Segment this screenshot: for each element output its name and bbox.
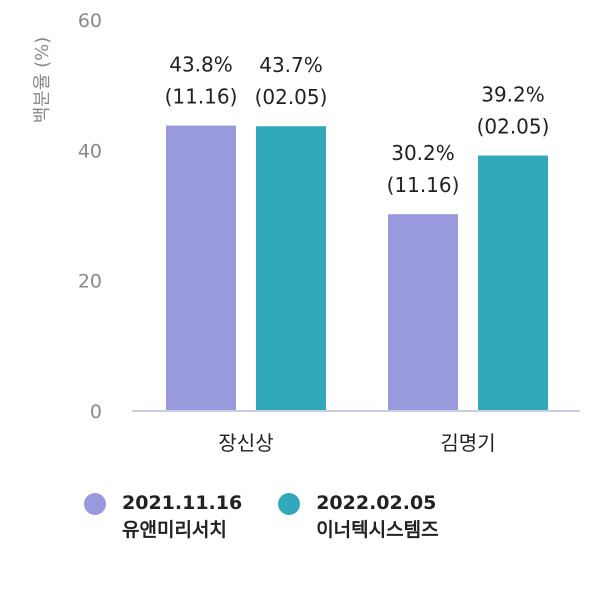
bar-2-1 xyxy=(256,126,326,411)
data-label-date: (02.05) xyxy=(477,115,550,139)
bar-2-2 xyxy=(478,155,548,411)
legend-item-series-1: 2021.11.16 유앤미리서치 xyxy=(84,490,242,544)
y-axis-ticks: 0 20 40 60 xyxy=(78,10,102,423)
data-label-date: (11.16) xyxy=(387,173,460,197)
data-labels: 43.8% (11.16) 43.7% (02.05) 30.2% (11.16) 39.2… xyxy=(165,53,550,198)
legend: 2021.11.16 유앤미리서치 2022.02.05 이너텍시스템즈 xyxy=(84,490,439,544)
legend-date-series-2: 2022.02.05 xyxy=(316,492,437,514)
y-tick-label: 0 xyxy=(90,401,102,423)
bar-chart: 0 20 40 60 백분율 (%) 43.8% (11.16) 43.7% (02.05)… xyxy=(32,10,580,455)
data-label-value: 43.7% xyxy=(259,53,323,77)
data-label-date: (11.16) xyxy=(165,85,238,109)
y-axis-label: 백분율 (%) xyxy=(32,37,53,124)
legend-swatch-series-2 xyxy=(278,493,301,515)
y-tick-label: 60 xyxy=(78,10,102,32)
legend-org-series-1: 유앤미리서치 xyxy=(122,519,227,541)
category-label: 장신상 xyxy=(218,431,273,455)
category-label: 김명기 xyxy=(440,431,495,455)
bar-1-1 xyxy=(166,125,236,411)
category-labels: 장신상 김명기 xyxy=(218,431,495,455)
data-label-date: (02.05) xyxy=(255,85,328,109)
data-label-value: 43.8% xyxy=(169,53,233,77)
data-label-value: 30.2% xyxy=(391,141,455,165)
data-label-value: 39.2% xyxy=(481,83,545,107)
y-tick-label: 20 xyxy=(78,271,102,293)
y-tick-label: 40 xyxy=(78,140,102,162)
bar-1-2 xyxy=(388,214,458,411)
legend-org-series-2: 이너텍시스템즈 xyxy=(316,519,439,541)
legend-swatch-series-1 xyxy=(84,493,106,515)
bars xyxy=(166,125,548,411)
legend-date-series-1: 2021.11.16 xyxy=(122,492,243,514)
legend-item-series-2: 2022.02.05 이너텍시스템즈 xyxy=(278,490,439,544)
